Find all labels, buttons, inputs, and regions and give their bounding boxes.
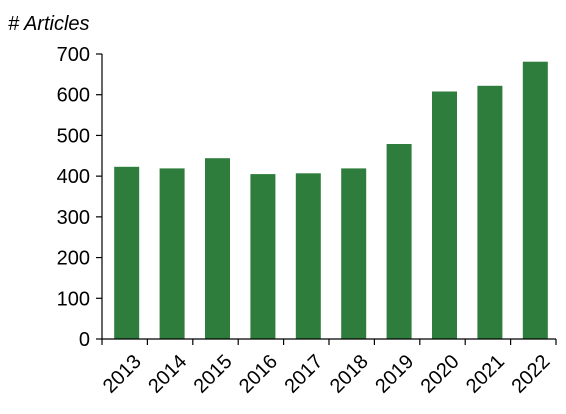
bar-2014 xyxy=(159,168,185,339)
y-tick-label-100: 100 xyxy=(57,288,90,310)
x-tick-label-2017: 2017 xyxy=(280,351,327,398)
bar-2015 xyxy=(205,158,230,339)
bar-2017 xyxy=(295,173,321,339)
bar-2018 xyxy=(341,168,367,339)
x-tick-label-2019: 2019 xyxy=(371,351,418,398)
x-tick-label-2018: 2018 xyxy=(326,351,373,398)
y-ticks-group: 0 100 200 300 400 500 600 700 xyxy=(57,44,102,351)
x-tick-label-2020: 2020 xyxy=(417,351,464,398)
bar-2016 xyxy=(250,174,276,339)
bars-group xyxy=(114,61,548,339)
y-tick-label-500: 500 xyxy=(57,125,90,147)
y-tick-label-300: 300 xyxy=(57,207,90,229)
x-tick-label-2013: 2013 xyxy=(99,351,146,398)
y-tick-label-400: 400 xyxy=(57,166,90,188)
x-tick-label-2022: 2022 xyxy=(507,351,554,398)
y-tick-label-700: 700 xyxy=(57,44,90,66)
y-tick-label-600: 600 xyxy=(57,85,90,107)
bar-2020 xyxy=(432,91,457,339)
x-tick-label-2014: 2014 xyxy=(144,351,191,398)
bar-2022 xyxy=(522,61,548,339)
bar-2021 xyxy=(477,85,503,339)
x-tick-label-2016: 2016 xyxy=(235,351,282,398)
y-axis-label: # Articles xyxy=(8,13,90,35)
bar-2013 xyxy=(114,166,140,339)
y-tick-label-0: 0 xyxy=(79,329,90,351)
bar-2019 xyxy=(386,144,412,339)
x-tick-label-2021: 2021 xyxy=(462,351,509,398)
x-tick-label-2015: 2015 xyxy=(190,351,237,398)
y-tick-label-200: 200 xyxy=(57,248,90,270)
